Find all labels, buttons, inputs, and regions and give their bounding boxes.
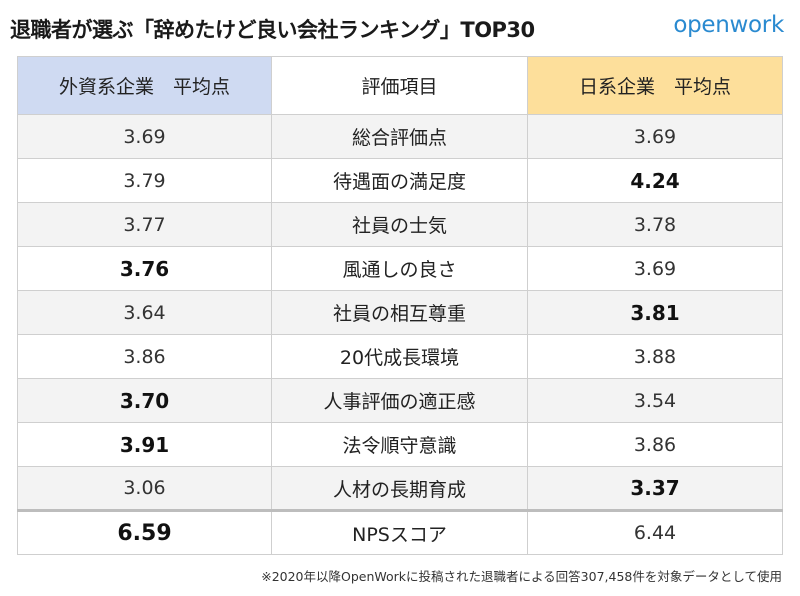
- domestic-score: 3.88: [527, 334, 783, 379]
- domestic-nps-score: 6.44: [527, 509, 783, 555]
- table-row: 3.77 社員の士気 3.78: [17, 202, 783, 247]
- foreign-score: 3.70: [17, 378, 272, 423]
- foreign-nps-score: 6.59: [17, 509, 272, 555]
- table-row: 3.70 人事評価の適正感 3.54: [17, 378, 783, 423]
- header: 退職者が選ぶ「辞めたけど良い会社ランキング」TOP30 openwork: [0, 0, 800, 56]
- evaluation-item: 社員の士気: [271, 202, 528, 247]
- domestic-score: 3.69: [527, 114, 783, 159]
- comparison-table: 外資系企業 平均点 評価項目 日系企業 平均点 3.69 総合評価点 3.69 …: [17, 56, 783, 555]
- foreign-score: 3.79: [17, 158, 272, 203]
- table-row: 3.76 風通しの良さ 3.69: [17, 246, 783, 291]
- table-header-row: 外資系企業 平均点 評価項目 日系企業 平均点: [17, 56, 783, 115]
- evaluation-item: 20代成長環境: [271, 334, 528, 379]
- nps-item: NPSスコア: [271, 509, 528, 555]
- table-row: 3.91 法令順守意識 3.86: [17, 422, 783, 467]
- foreign-average-header: 外資系企業 平均点: [17, 56, 272, 115]
- evaluation-item: 社員の相互尊重: [271, 290, 528, 335]
- domestic-score: 3.78: [527, 202, 783, 247]
- domestic-score: 3.86: [527, 422, 783, 467]
- foreign-score: 3.69: [17, 114, 272, 159]
- evaluation-item: 人事評価の適正感: [271, 378, 528, 423]
- domestic-score: 3.81: [527, 290, 783, 335]
- evaluation-item: 人材の長期育成: [271, 466, 528, 511]
- foreign-score: 3.91: [17, 422, 272, 467]
- foreign-score: 3.06: [17, 466, 272, 511]
- foreign-score: 3.76: [17, 246, 272, 291]
- evaluation-item: 総合評価点: [271, 114, 528, 159]
- foreign-score: 3.86: [17, 334, 272, 379]
- domestic-score: 4.24: [527, 158, 783, 203]
- evaluation-item: 待遇面の満足度: [271, 158, 528, 203]
- domestic-score: 3.37: [527, 466, 783, 511]
- footnote: ※2020年以降OpenWorkに投稿された退職者による回答307,458件を対…: [261, 569, 782, 584]
- domestic-average-header: 日系企業 平均点: [527, 56, 783, 115]
- table-row: 3.64 社員の相互尊重 3.81: [17, 290, 783, 335]
- evaluation-item: 法令順守意識: [271, 422, 528, 467]
- domestic-score: 3.54: [527, 378, 783, 423]
- foreign-score: 3.64: [17, 290, 272, 335]
- brand-logo: openwork: [673, 12, 784, 38]
- table-row: 3.79 待遇面の満足度 4.24: [17, 158, 783, 203]
- domestic-score: 3.69: [527, 246, 783, 291]
- evaluation-item-header: 評価項目: [271, 56, 528, 115]
- table-body: 3.69 総合評価点 3.69 3.79 待遇面の満足度 4.24 3.77 社…: [17, 114, 783, 555]
- nps-row: 6.59 NPSスコア 6.44: [17, 509, 783, 555]
- table-row: 3.69 総合評価点 3.69: [17, 114, 783, 159]
- page-title: 退職者が選ぶ「辞めたけど良い会社ランキング」TOP30: [10, 18, 535, 42]
- foreign-score: 3.77: [17, 202, 272, 247]
- table-row: 3.86 20代成長環境 3.88: [17, 334, 783, 379]
- evaluation-item: 風通しの良さ: [271, 246, 528, 291]
- table-row: 3.06 人材の長期育成 3.37: [17, 466, 783, 511]
